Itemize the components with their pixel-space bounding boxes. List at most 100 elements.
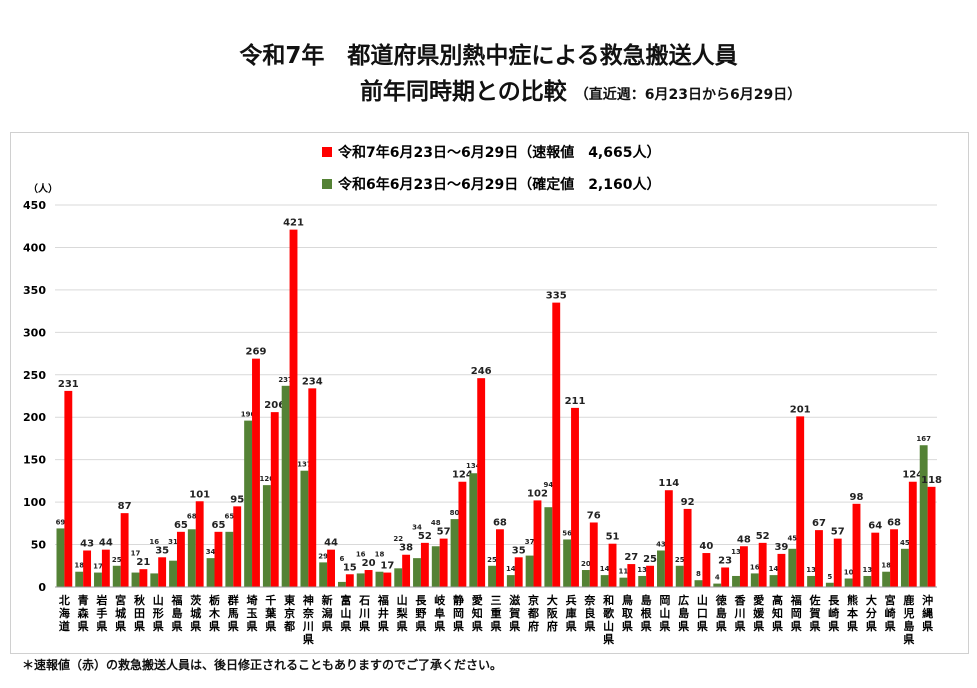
bar-2025 [758, 542, 767, 587]
x-tick-label-char: 城 [115, 606, 126, 620]
x-tick-label-char: 県 [190, 620, 201, 633]
x-tick-label-char: 高 [772, 593, 783, 607]
x-tick-label-char: 府 [528, 619, 539, 633]
data-label: 269 [246, 347, 267, 358]
bar-2024 [638, 575, 647, 587]
bar-2024 [675, 565, 684, 587]
bar-2024 [356, 573, 365, 587]
x-tick-label-char: 県 [397, 620, 408, 633]
data-label: 14 [600, 565, 610, 573]
x-tick-label-char: 川 [358, 607, 370, 620]
data-label: 13 [637, 566, 647, 574]
x-tick-label-char: 県 [378, 620, 389, 633]
x-tick-label-char: 県 [78, 620, 89, 633]
x-tick-label-char: 県 [265, 620, 276, 633]
x-tick-label-char: 奈 [302, 606, 315, 620]
x-tick-label-char: 県 [322, 620, 333, 633]
bar-2024 [413, 558, 421, 587]
x-tick-label-char: 県 [922, 620, 933, 633]
data-label: 17 [131, 550, 141, 558]
data-label: 101 [189, 489, 210, 500]
data-label: 44 [99, 538, 113, 549]
x-tick-label-char: 群 [227, 593, 239, 607]
x-tick-label-char: 山 [659, 606, 670, 620]
bar-2024 [262, 485, 271, 587]
chart-frame [10, 132, 969, 654]
data-label: 29 [318, 552, 328, 560]
bar-2024 [112, 565, 121, 587]
x-tick-label-char: 県 [434, 620, 445, 633]
data-label: 68 [493, 517, 507, 528]
data-label: 31 [168, 538, 178, 546]
x-tick-label-char: 県 [415, 620, 426, 633]
x-tick-label-char: 形 [153, 607, 164, 620]
data-label: 51 [606, 532, 620, 543]
bar-2025 [796, 416, 805, 587]
x-tick-label-char: 県 [885, 620, 896, 633]
x-tick-label-char: 宮 [885, 593, 896, 607]
data-label: 13 [806, 566, 816, 574]
legend-swatch-red [322, 147, 332, 157]
x-tick-label-char: 奈 [583, 593, 596, 607]
x-tick-label-char: 神 [303, 593, 314, 607]
x-tick-label-char: 城 [190, 606, 201, 620]
bar-2024 [525, 555, 534, 587]
bar-2025 [383, 572, 392, 587]
x-tick-label-char: 知 [771, 606, 783, 620]
x-tick-label-char: 県 [472, 620, 483, 633]
data-label: 18 [74, 562, 84, 570]
data-label: 14 [769, 565, 779, 573]
bar-2024 [750, 573, 759, 587]
data-label: 118 [921, 475, 942, 486]
x-tick-label-char: 宮 [115, 593, 126, 607]
bar-2024 [900, 548, 909, 587]
y-axis-label: （人） [28, 182, 58, 195]
data-label: 6 [339, 555, 344, 563]
bar-2025 [871, 532, 880, 587]
x-tick-label-char: 島 [903, 619, 914, 633]
x-tick-label-char: 川 [302, 620, 314, 633]
data-label: 56 [562, 529, 572, 537]
bar-2025 [345, 574, 354, 587]
x-tick-label-char: 香 [733, 593, 746, 607]
bar-2024 [56, 528, 65, 587]
bar-2024 [825, 582, 834, 587]
x-tick-label-char: 福 [170, 593, 182, 607]
x-tick-label-char: 県 [171, 620, 182, 633]
x-tick-label-char: 県 [453, 620, 464, 633]
data-label: 57 [831, 527, 845, 538]
data-label: 25 [643, 554, 657, 565]
x-tick-label-char: 良 [584, 606, 595, 620]
data-label: 23 [718, 555, 732, 566]
data-label: 167 [916, 435, 931, 443]
x-tick-label-char: 県 [847, 620, 858, 633]
x-tick-label-char: 埼 [247, 593, 258, 607]
data-label: 98 [850, 492, 864, 503]
data-label: 65 [211, 520, 225, 531]
data-label: 137 [297, 461, 312, 469]
x-tick-label-char: 島 [641, 593, 652, 607]
data-label: 80 [450, 509, 460, 517]
data-label: 44 [324, 538, 338, 549]
bar-2024 [244, 420, 253, 587]
bar-2024 [225, 531, 234, 587]
x-tick-label-char: 大 [866, 593, 877, 607]
footnote: ＊速報値（赤）の救急搬送人員は、後日修正されることもありますのでご了承ください。 [22, 658, 503, 672]
x-tick-label-char: 崎 [828, 606, 839, 620]
bar-2025 [777, 553, 786, 587]
x-tick-label-char: 県 [622, 620, 633, 633]
data-label: 14 [506, 565, 516, 573]
x-tick-label-char: 賀 [508, 606, 520, 620]
data-label: 13 [731, 548, 741, 556]
x-tick-label-char: 愛 [753, 593, 764, 607]
data-label: 421 [283, 218, 304, 229]
bar-2024 [131, 572, 140, 587]
bar-2025 [833, 538, 842, 587]
bar-2025 [120, 513, 129, 587]
bar-2025 [158, 557, 167, 587]
x-tick-label-char: 福 [790, 593, 802, 607]
x-tick-label-char: 根 [641, 606, 653, 620]
x-tick-label-char: 梨 [396, 606, 409, 620]
x-tick-label-char: 阜 [434, 606, 445, 620]
bar-2024 [337, 581, 346, 587]
